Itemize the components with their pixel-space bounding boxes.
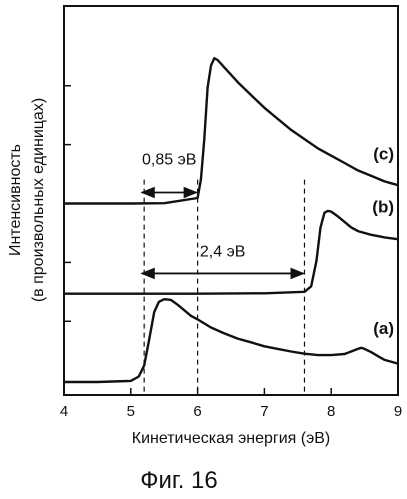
- y-axis-title-line2: (в произвольных единицах): [30, 98, 47, 302]
- x-tick-label: 5: [127, 403, 135, 420]
- series-label: (c): [373, 144, 394, 163]
- x-tick-label: 4: [60, 403, 68, 420]
- x-tick-label: 6: [193, 403, 201, 420]
- x-ticks: 4 5 6 7 8 9: [60, 388, 402, 420]
- x-axis-title: Кинетическая энергия (эВ): [132, 430, 331, 447]
- series-line: [64, 58, 398, 203]
- series-line: [64, 299, 398, 382]
- dashed-guide-lines: [144, 180, 304, 395]
- plot-area: (a) (b) (c) 4 5 6 7 8 9 0,85 эВ 2,4 эВ: [60, 6, 402, 420]
- x-tick-label: 7: [260, 403, 268, 420]
- span-large-label: 2,4 эВ: [200, 243, 246, 260]
- figure-caption: Фиг. 16: [140, 467, 218, 494]
- y-ticks: [64, 86, 71, 322]
- series-label: (a): [373, 319, 394, 338]
- y-axis-title: Интенсивность: [7, 144, 24, 256]
- x-tick-label: 9: [394, 403, 402, 420]
- span-small-label: 0,85 эВ: [142, 151, 196, 168]
- annotation-group: 0,85 эВ 2,4 эВ: [142, 151, 304, 273]
- series-group: (a) (b) (c): [64, 58, 398, 382]
- series-label: (b): [372, 198, 394, 217]
- x-tick-label: 8: [327, 403, 335, 420]
